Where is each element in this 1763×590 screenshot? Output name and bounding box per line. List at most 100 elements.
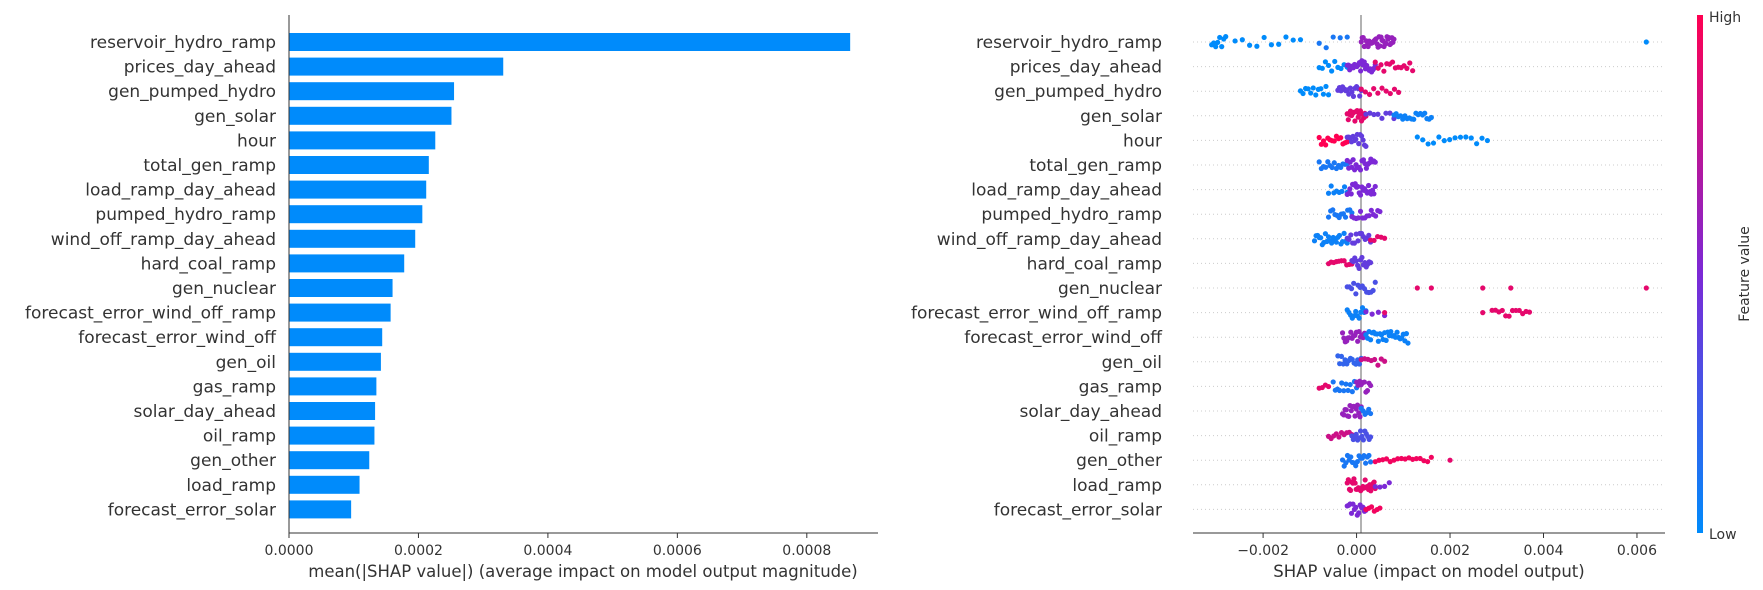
swarm-point bbox=[1403, 331, 1410, 337]
swarm-point bbox=[1479, 135, 1485, 141]
swarm-point bbox=[1362, 477, 1368, 483]
swarm-point bbox=[1323, 83, 1329, 90]
swarm-point bbox=[1338, 65, 1344, 72]
bar bbox=[289, 205, 423, 224]
beeswarm-feature-label: oil_ramp bbox=[1089, 427, 1162, 447]
swarm-point bbox=[1322, 59, 1329, 65]
swarm-point bbox=[1643, 39, 1649, 45]
swarm-point bbox=[1353, 308, 1359, 315]
bar-feature-label: load_ramp bbox=[186, 476, 276, 496]
swarm-point bbox=[1447, 137, 1453, 143]
swarm-point bbox=[1332, 58, 1338, 65]
beeswarm-x-tick-label: 0.006 bbox=[1617, 543, 1657, 559]
bar-x-tick-label: 0.0004 bbox=[523, 543, 572, 559]
swarm-point bbox=[1428, 454, 1434, 460]
swarm-point bbox=[1414, 134, 1420, 140]
bar-feature-label: gen_solar bbox=[194, 107, 276, 127]
swarm-point bbox=[1395, 456, 1401, 462]
bar-feature-label: load_ramp_day_ahead bbox=[85, 181, 276, 201]
bar-feature-label: total_gen_ramp bbox=[143, 156, 276, 176]
swarm-point bbox=[1329, 68, 1335, 74]
swarm-point bbox=[1375, 309, 1381, 315]
swarm-point bbox=[1349, 210, 1355, 216]
swarm-point bbox=[1413, 456, 1419, 462]
swarm-point bbox=[1358, 86, 1364, 92]
swarm-point bbox=[1318, 86, 1324, 92]
beeswarm-feature-label: solar_day_ahead bbox=[1019, 402, 1162, 422]
swarm-point bbox=[1323, 142, 1329, 148]
bar-feature-label: gen_nuclear bbox=[172, 279, 276, 299]
swarm-point bbox=[1347, 381, 1353, 388]
swarm-point bbox=[1428, 285, 1434, 291]
swarm-point bbox=[1506, 313, 1512, 319]
colorbar-gradient bbox=[1697, 15, 1703, 533]
bar bbox=[289, 402, 376, 420]
swarm-point bbox=[1333, 239, 1339, 245]
bar bbox=[289, 426, 375, 445]
swarm-point bbox=[1377, 484, 1383, 490]
swarm-point bbox=[1370, 287, 1376, 294]
swarm-point bbox=[1319, 65, 1325, 71]
swarm-point bbox=[1414, 285, 1420, 291]
bar-feature-label: reservoir_hydro_ramp bbox=[90, 33, 276, 53]
swarm-point bbox=[1353, 136, 1359, 142]
bar-feature-label: forecast_error_wind_off_ramp bbox=[25, 304, 276, 324]
swarm-point bbox=[1379, 85, 1385, 91]
swarm-point bbox=[1310, 85, 1316, 91]
swarm-point bbox=[1375, 362, 1381, 368]
swarm-point bbox=[1410, 68, 1416, 74]
swarm-point bbox=[1516, 307, 1522, 314]
swarm-point bbox=[1325, 92, 1332, 98]
swarm-point bbox=[1366, 232, 1372, 238]
swarm-point bbox=[1387, 110, 1393, 116]
swarm-point bbox=[1353, 504, 1359, 510]
bar-feature-label: forecast_error_wind_off bbox=[78, 328, 277, 348]
swarm-point bbox=[1357, 414, 1363, 420]
bar bbox=[289, 33, 851, 51]
swarm-point bbox=[1331, 160, 1337, 166]
swarm-point bbox=[1336, 232, 1343, 239]
swarm-point bbox=[1368, 488, 1374, 494]
bar bbox=[289, 475, 360, 494]
swarm-point bbox=[1318, 235, 1324, 241]
swarm-point bbox=[1357, 192, 1364, 198]
swarm-point bbox=[1353, 291, 1359, 297]
swarm-point bbox=[1355, 238, 1361, 244]
swarm-point bbox=[1351, 476, 1357, 482]
swarm-point bbox=[1383, 456, 1390, 462]
swarm-point bbox=[1276, 41, 1282, 47]
swarm-point bbox=[1217, 34, 1223, 41]
swarm-point bbox=[1428, 114, 1434, 121]
bar-feature-label: gen_pumped_hydro bbox=[108, 82, 276, 102]
swarm-point bbox=[1348, 408, 1354, 414]
swarm-point bbox=[1420, 137, 1426, 143]
swarm-point bbox=[1348, 454, 1354, 460]
beeswarm-chart-panel: reservoir_hydro_ramp prices_day_ahead gen_… bbox=[911, 15, 1665, 581]
swarm-point bbox=[1290, 37, 1296, 43]
swarm-point bbox=[1353, 431, 1359, 437]
swarm-point bbox=[1526, 309, 1533, 315]
beeswarm-row-guides bbox=[1193, 41, 1665, 510]
swarm-point bbox=[1367, 410, 1374, 417]
bar-series bbox=[289, 33, 851, 519]
swarm-point bbox=[1391, 36, 1397, 42]
bar bbox=[289, 328, 383, 347]
swarm-point bbox=[1254, 43, 1260, 49]
swarm-point bbox=[1377, 43, 1383, 49]
swarm-point bbox=[1320, 138, 1327, 144]
bar bbox=[289, 106, 452, 125]
swarm-point bbox=[1499, 307, 1505, 314]
swarm-point bbox=[1383, 88, 1389, 94]
swarm-point bbox=[1383, 337, 1389, 344]
beeswarm-feature-label: total_gen_ramp bbox=[1029, 156, 1162, 176]
swarm-point bbox=[1344, 139, 1350, 145]
bar-chart-panel: reservoir_hydro_ramp prices_day_ahead gen_… bbox=[25, 15, 878, 581]
bar-x-tick-label: 0.0002 bbox=[394, 543, 443, 559]
beeswarm-feature-label: reservoir_hydro_ramp bbox=[976, 33, 1162, 53]
swarm-point bbox=[1329, 164, 1335, 171]
beeswarm-feature-label: gen_other bbox=[1076, 451, 1162, 471]
swarm-point bbox=[1366, 406, 1372, 412]
swarm-point bbox=[1452, 135, 1458, 141]
swarm-point bbox=[1313, 92, 1319, 98]
bar-feature-label: gas_ramp bbox=[193, 377, 276, 397]
